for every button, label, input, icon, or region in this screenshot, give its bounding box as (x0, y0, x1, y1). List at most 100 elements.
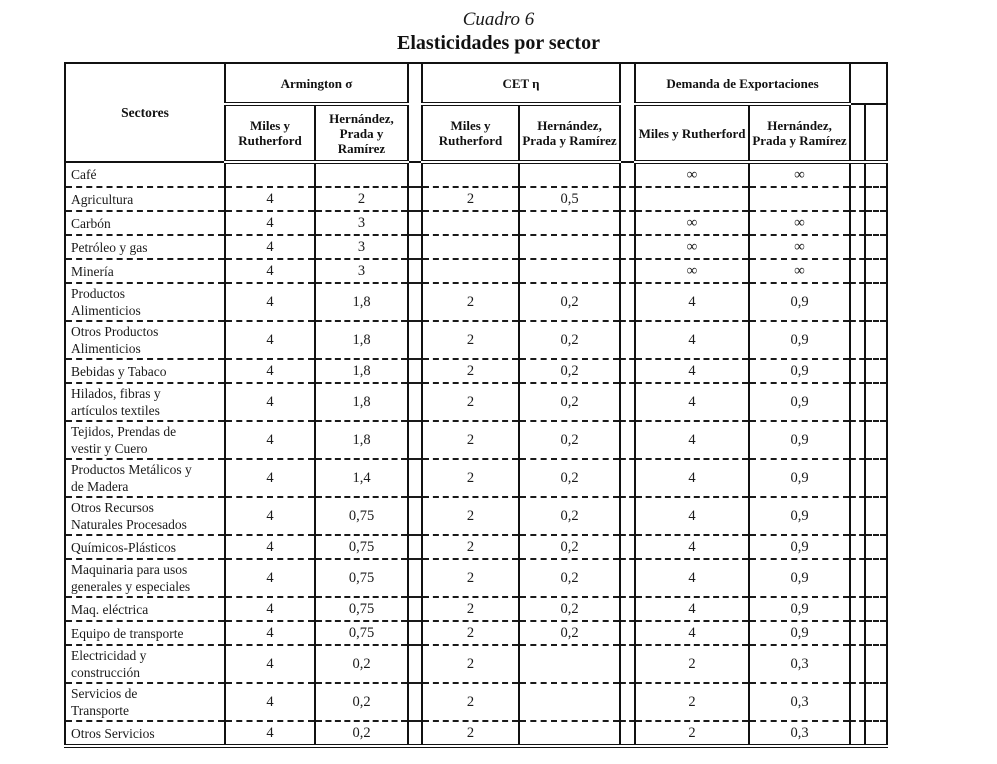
subheader-armington-hernandez-prada-ramirez: Hernández, Prada y Ramírez (314, 103, 409, 164)
spacer-cell (619, 382, 637, 421)
table-row: Hilados, fibras y artículos textiles 4 1,8… (64, 382, 889, 421)
demanda-mr-value: 4 (634, 534, 751, 559)
demanda-hpr-value: ∞ (748, 234, 852, 259)
armington-hpr-value: 0,2 (314, 682, 409, 721)
spacer-cell (407, 620, 423, 645)
demanda-hpr-value: ∞ (748, 258, 852, 283)
demanda-mr-value: 4 (634, 620, 751, 645)
demanda-mr-value: 4 (634, 458, 751, 497)
cet-hpr-value (517, 210, 622, 235)
table-caption: Cuadro 6 (462, 9, 535, 30)
demanda-mr-value: 4 (634, 282, 751, 321)
armington-hpr-value: 1,8 (314, 420, 409, 459)
cet-mr-value: 2 (421, 458, 520, 497)
demanda-hpr-value: 0,3 (748, 682, 852, 721)
narrow-cell (864, 620, 889, 645)
armington-mr-value: 4 (224, 358, 316, 383)
narrow-cell (849, 496, 867, 535)
armington-mr-value: 4 (224, 620, 316, 645)
group-header-armington: Armington σ (224, 62, 409, 106)
narrow-cell (864, 682, 889, 721)
spacer-cell (619, 186, 637, 211)
narrow-cell (864, 282, 889, 321)
cet-hpr-value: 0,2 (517, 358, 622, 383)
spacer-cell (619, 258, 637, 283)
spacer-cell (619, 558, 637, 597)
demanda-hpr-value (748, 186, 852, 211)
demanda-mr-value: 4 (634, 358, 751, 383)
sector-name: Otros Servicios (64, 720, 226, 746)
narrow-cell (864, 234, 889, 259)
sector-name: Petróleo y gas (64, 234, 226, 259)
armington-mr-value: 4 (224, 382, 316, 421)
narrow-cell (849, 186, 867, 211)
armington-hpr-value: 3 (314, 210, 409, 235)
armington-hpr-value (314, 161, 409, 187)
spacer-column-2 (619, 62, 637, 162)
armington-hpr-value: 0,75 (314, 496, 409, 535)
armington-hpr-value: 0,2 (314, 720, 409, 746)
demanda-hpr-value: 0,3 (748, 644, 852, 683)
armington-mr-value: 4 (224, 234, 316, 259)
sector-name: Tejidos, Prendas de vestir y Cuero (64, 420, 226, 459)
cet-mr-value: 2 (421, 720, 520, 746)
cet-hpr-value: 0,2 (517, 620, 622, 645)
spacer-cell (619, 682, 637, 721)
sector-name: Minería (64, 258, 226, 283)
cet-mr-value: 2 (421, 186, 520, 211)
cet-mr-value: 2 (421, 620, 520, 645)
subheader-cet-miles-rutherford: Miles y Rutherford (421, 103, 520, 164)
cet-mr-value: 2 (421, 534, 520, 559)
spacer-cell (407, 161, 423, 187)
cet-hpr-value (517, 234, 622, 259)
demanda-hpr-value: 0,9 (748, 558, 852, 597)
demanda-mr-value (634, 186, 751, 211)
armington-hpr-value: 0,75 (314, 534, 409, 559)
spacer-column-right (849, 62, 889, 104)
armington-mr-value: 4 (224, 682, 316, 721)
spacer-cell (619, 282, 637, 321)
sector-name: Bebidas y Tabaco (64, 358, 226, 383)
narrow-cell (864, 644, 889, 683)
subheader-demanda-hernandez-prada-ramirez: Hernández, Prada y Ramírez (748, 103, 852, 164)
spacer-cell (619, 620, 637, 645)
spacer-cell (619, 534, 637, 559)
narrow-cell (849, 720, 867, 746)
header-group-row: Sectores Armington σ CET η Demanda de Ex… (64, 62, 889, 162)
demanda-mr-value: ∞ (634, 258, 751, 283)
table-row: Café ∞ ∞ (64, 161, 889, 187)
subheader-demanda-miles-rutherford: Miles y Rutherford (634, 103, 751, 164)
cet-hpr-value: 0,5 (517, 186, 622, 211)
narrow-cell (864, 534, 889, 559)
table-row: Tejidos, Prendas de vestir y Cuero 4 1,8 2 0… (64, 420, 889, 459)
narrow-cell (864, 458, 889, 497)
armington-mr-value: 4 (224, 282, 316, 321)
narrow-cell (849, 382, 867, 421)
cet-mr-value: 2 (421, 496, 520, 535)
spacer-column-1 (407, 62, 423, 162)
cet-hpr-value: 0,2 (517, 420, 622, 459)
sector-name: Carbón (64, 210, 226, 235)
demanda-hpr-value: 0,9 (748, 358, 852, 383)
sector-name: Maquinaria para usos generales y especia… (64, 558, 226, 597)
cet-mr-value: 2 (421, 282, 520, 321)
demanda-mr-value: 4 (634, 496, 751, 535)
demanda-hpr-value: 0,9 (748, 458, 852, 497)
table-row: Otros Productos Alimenticios 4 1,8 2 0,2 4 0,9 (64, 320, 889, 359)
spacer-cell (619, 496, 637, 535)
armington-hpr-value: 0,2 (314, 644, 409, 683)
demanda-mr-value: ∞ (634, 210, 751, 235)
cet-mr-value: 2 (421, 682, 520, 721)
armington-hpr-value: 1,8 (314, 382, 409, 421)
spacer-cell (407, 458, 423, 497)
demanda-hpr-value: 0,9 (748, 382, 852, 421)
demanda-mr-value: 2 (634, 682, 751, 721)
cet-mr-value (421, 161, 520, 187)
narrow-cell (864, 258, 889, 283)
cet-hpr-value (517, 161, 622, 187)
narrow-cell (849, 320, 867, 359)
armington-hpr-value: 1,8 (314, 282, 409, 321)
cet-hpr-value: 0,2 (517, 320, 622, 359)
narrow-cell (849, 558, 867, 597)
